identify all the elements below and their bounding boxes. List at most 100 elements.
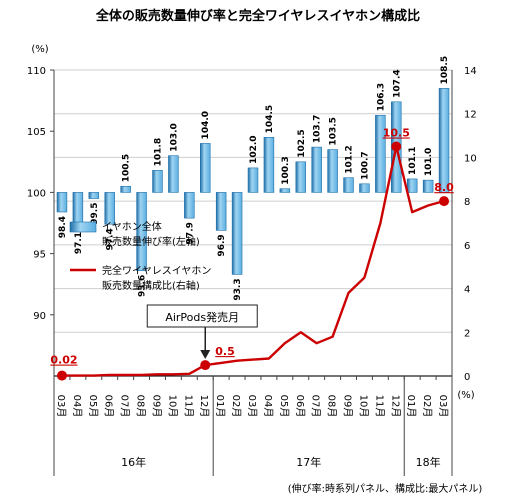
bar-value-label: 104.5 [265, 105, 275, 133]
left-tick-label: 110 [27, 66, 46, 77]
bar [295, 161, 306, 193]
x-tick-label: 04月 [262, 395, 274, 418]
x-tick-label: 02月 [421, 395, 433, 418]
bar [279, 188, 291, 193]
annotation-box [146, 304, 258, 328]
right-tick-label: 8 [464, 197, 470, 208]
x-tick-label: 06月 [294, 395, 306, 418]
bar [247, 167, 259, 193]
bar [311, 146, 322, 193]
bar-value-labels: 98.4 97.1 99.5 97.4 100.5 93.6 101.8 103.0 97.9 1… [58, 56, 450, 301]
x-tick-label: 02月 [230, 395, 242, 418]
annotation: AirPods発売月 [146, 304, 258, 359]
bar-value-label: 108.5 [440, 56, 450, 84]
footnote: (伸び率:時系列パネル、構成比:最大パネル) [288, 482, 483, 495]
bar-value-label: 107.4 [392, 69, 402, 97]
bar [104, 192, 115, 225]
left-tick-label: 95 [33, 250, 46, 261]
x-tick-label: 10月 [166, 395, 178, 418]
right-tick-label: 0 [464, 372, 470, 383]
line-path [62, 145, 445, 377]
x-tick-label: 10月 [357, 395, 369, 418]
bar [152, 170, 163, 193]
x-axis-labels: 03月 04月 05月 06月 07月 08月 09月 10月 11月 12月 01月 02月 03月 0… [53, 376, 453, 476]
line-marker [439, 196, 450, 207]
left-axis-ticks: 90 95 100 105 110 [27, 66, 54, 322]
right-tick-label: 6 [464, 241, 470, 252]
x-tick-label: 12月 [198, 395, 210, 418]
bar-value-label: 101.2 [345, 145, 355, 173]
x-tick-label: 11月 [182, 395, 194, 418]
right-tick-label: 12 [464, 110, 477, 121]
line-series: 0.02 0.5 10.5 8.0 [50, 127, 454, 381]
year-label: 17年 [296, 455, 321, 469]
gridlines [54, 69, 452, 377]
x-tick-label: 09月 [150, 395, 162, 418]
bar-value-label: 97.1 [74, 232, 84, 254]
right-axis-unit: (%) [457, 390, 474, 401]
bar-value-label: 99.5 [90, 203, 100, 225]
bar-value-label: 103.5 [329, 117, 339, 145]
bar-value-label: 102.0 [249, 135, 259, 163]
x-tick-label: 08月 [135, 395, 147, 418]
bar [359, 183, 370, 193]
x-tick-label: 03月 [246, 395, 258, 418]
x-tick-label: 06月 [103, 395, 115, 418]
bar [231, 192, 243, 275]
bar-value-label: 101.1 [408, 146, 418, 174]
legend-line-label: 完全ワイヤレスイヤホン [102, 264, 211, 277]
bar-value-label: 93.6 [138, 275, 148, 297]
bar-value-label: 100.7 [360, 151, 370, 179]
bar-value-label: 96.9 [217, 234, 227, 256]
x-tick-label: 05月 [278, 395, 290, 418]
x-tick-label: 01月 [405, 395, 417, 418]
x-tick-label: 05月 [87, 395, 99, 418]
left-tick-label: 100 [27, 188, 46, 199]
x-tick-label: 03月 [437, 395, 449, 418]
bar-value-label: 103.0 [169, 123, 179, 151]
annotation-arrowhead [200, 350, 211, 359]
bar [56, 192, 68, 213]
bar-value-label: 102.5 [297, 129, 307, 157]
x-tick-label: 03月 [55, 395, 67, 418]
bar [263, 137, 275, 193]
right-tick-label: 10 [464, 153, 477, 164]
left-tick-label: 105 [27, 127, 46, 138]
bar [88, 192, 100, 199]
x-tick-label: 09月 [342, 395, 354, 418]
chart-title: 全体の販売数量伸び率と完全ワイヤレスイヤホン構成比 [95, 8, 420, 24]
line-marker [200, 360, 211, 371]
line-marker [391, 141, 402, 152]
x-tick-label: 07月 [119, 395, 131, 418]
line-value-label: 8.0 [434, 181, 454, 194]
line-value-label: 0.5 [215, 345, 235, 358]
bar [136, 192, 147, 272]
x-tick-label: 04月 [71, 395, 83, 418]
right-tick-label: 4 [464, 285, 470, 296]
left-tick-label: 90 [33, 311, 46, 322]
bar-value-label: 100.5 [122, 154, 132, 182]
x-tick-label: 01月 [214, 395, 226, 418]
bar [184, 192, 195, 219]
left-axis-unit: (%) [31, 44, 48, 55]
year-label: 18年 [416, 455, 441, 469]
bar-value-label: 101.8 [153, 138, 163, 166]
annotation-text: AirPods発売月 [165, 310, 239, 324]
legend-line-label: 販売数量構成比(右軸) [102, 279, 200, 292]
x-tick-label: 07月 [310, 395, 322, 418]
x-tick-label: 12月 [389, 395, 401, 418]
x-tick-label: 08月 [326, 395, 338, 418]
bar [327, 149, 338, 193]
bar-value-label: 97.9 [185, 222, 195, 244]
bar-value-label: 103.7 [313, 115, 323, 143]
bar-value-label: 98.4 [58, 216, 68, 238]
line-marker [56, 370, 67, 381]
bar-value-label: 97.4 [106, 228, 116, 250]
line-value-label: 10.5 [383, 127, 410, 140]
right-tick-label: 14 [464, 66, 477, 77]
legend-bar-swatch [69, 221, 97, 233]
bar [215, 192, 227, 231]
bar [406, 178, 418, 193]
